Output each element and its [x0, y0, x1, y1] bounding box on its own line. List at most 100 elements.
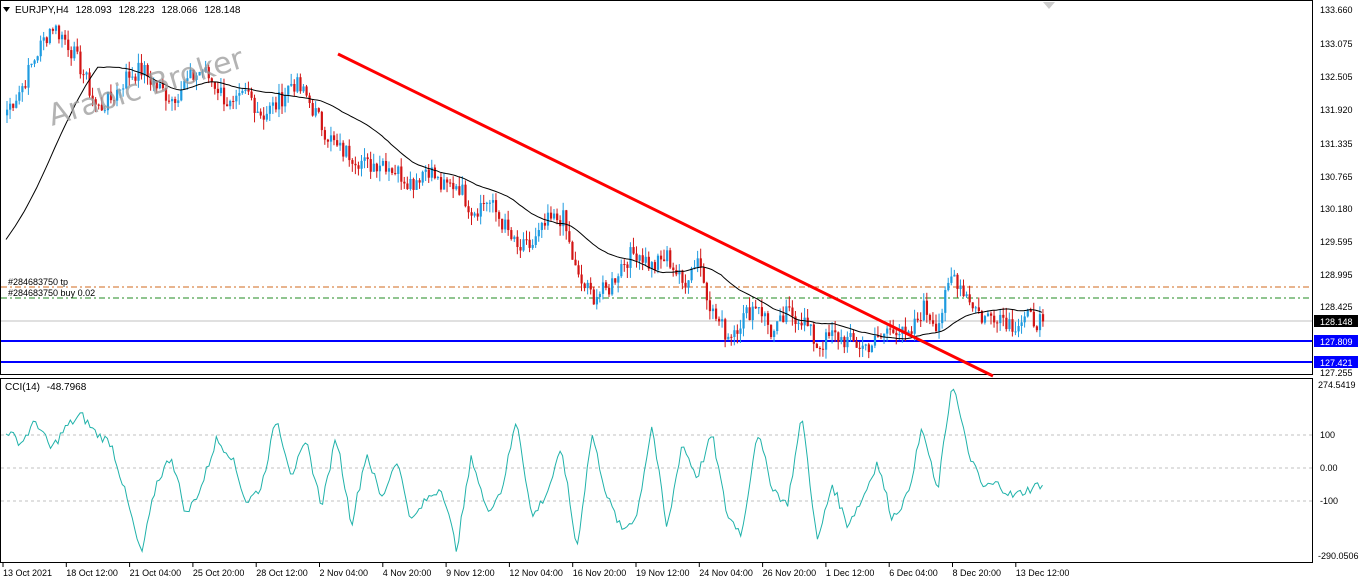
- candle-body: [760, 307, 764, 317]
- candle-body: [363, 157, 366, 161]
- candle-body: [656, 255, 660, 270]
- candle-body: [186, 78, 189, 81]
- close-value: 128.148: [204, 5, 241, 16]
- candle-body: [70, 50, 73, 59]
- candle-body: [672, 267, 675, 271]
- candle-body: [250, 91, 253, 98]
- candle-body: [412, 178, 415, 190]
- candle-body: [82, 74, 85, 76]
- candle-body: [491, 200, 495, 203]
- candle-body: [265, 113, 268, 120]
- candle-body: [580, 274, 583, 284]
- candle-body: [1041, 314, 1045, 322]
- candle-body: [152, 80, 155, 85]
- candle-body: [354, 163, 357, 166]
- candle-body: [314, 108, 317, 116]
- candle-body: [708, 300, 712, 312]
- candle-body: [155, 80, 158, 89]
- buy-order-label: #284683750 buy 0.02: [8, 288, 95, 298]
- candle-body: [968, 294, 971, 303]
- candle-body: [293, 83, 296, 92]
- trendline[interactable]: [337, 52, 994, 378]
- candle-body: [174, 99, 177, 103]
- scale-marker-icon: [1043, 2, 1055, 9]
- candle-body: [244, 89, 247, 91]
- candle-body: [702, 267, 705, 283]
- candle-body: [9, 103, 12, 110]
- candle-body: [494, 200, 498, 213]
- candle-body: [189, 69, 192, 79]
- candle-body: [626, 264, 629, 268]
- candle-body: [183, 80, 186, 90]
- candle-body: [678, 270, 681, 275]
- candle-body: [595, 296, 598, 305]
- candle-body: [1029, 309, 1032, 312]
- tp-order-label: #284683750 tp: [8, 277, 68, 287]
- cci-name: CCI(14): [5, 382, 40, 393]
- candle-body: [464, 184, 467, 207]
- candle-body: [415, 180, 418, 190]
- candle-body: [870, 345, 874, 353]
- candle-body: [718, 318, 721, 322]
- candle-body: [931, 320, 935, 324]
- candle-body: [357, 165, 360, 169]
- price-axis: 133.660 133.075 132.505 131.920 131.335 …: [1314, 5, 1358, 378]
- candle-body: [938, 323, 941, 332]
- candle-body: [693, 267, 696, 269]
- candle-body: [427, 169, 430, 178]
- candle-body: [134, 76, 137, 81]
- candle-body: [965, 294, 968, 297]
- candle-body: [818, 348, 822, 350]
- candle-body: [501, 218, 504, 230]
- candle-body: [91, 95, 94, 100]
- candle-body: [980, 311, 984, 323]
- candle-body: [861, 345, 864, 349]
- candle-body: [1011, 319, 1014, 332]
- candle-body: [647, 256, 650, 269]
- candle-body: [934, 323, 938, 332]
- level-1-box: [1314, 335, 1358, 347]
- candle-body: [109, 91, 113, 101]
- candle-body: [458, 186, 461, 195]
- chart-menu-icon[interactable]: [3, 7, 10, 12]
- candle-body: [589, 282, 592, 290]
- candle-body: [497, 212, 501, 219]
- candle-body: [36, 56, 39, 61]
- candle-body: [1035, 326, 1039, 331]
- candle-body: [311, 103, 314, 116]
- candle-body: [849, 333, 852, 337]
- candle-body: [834, 330, 837, 333]
- candle-body: [993, 315, 996, 323]
- candle-body: [143, 65, 146, 76]
- candle-body: [452, 182, 455, 190]
- candle-body: [436, 177, 440, 179]
- candle-body: [779, 315, 782, 322]
- candle-body: [146, 65, 149, 77]
- candle-body: [449, 182, 452, 184]
- candle-body: [806, 317, 809, 327]
- candle-body: [947, 282, 950, 291]
- candle-body: [705, 282, 708, 301]
- candle-body: [953, 274, 956, 277]
- candle-body: [400, 166, 403, 182]
- candle-body: [446, 179, 449, 183]
- candle-body: [27, 64, 30, 88]
- price-tick: 131.920: [1320, 105, 1353, 115]
- candle-body: [608, 287, 611, 295]
- candle-body: [360, 160, 363, 169]
- candle-body: [925, 300, 929, 315]
- candle-body: [635, 253, 638, 261]
- candle-body: [510, 230, 513, 240]
- candle-body: [889, 328, 892, 330]
- candle-body: [592, 289, 595, 305]
- cci-tick: 274.5419: [1318, 380, 1356, 390]
- candle-body: [253, 97, 256, 113]
- candle-body: [336, 140, 339, 146]
- candle-body: [39, 40, 42, 57]
- candle-body: [614, 278, 617, 283]
- candle-body: [620, 264, 623, 277]
- candle-body: [919, 320, 922, 322]
- candle-body: [394, 172, 397, 174]
- candle-body: [277, 92, 281, 110]
- candle-body: [742, 313, 745, 329]
